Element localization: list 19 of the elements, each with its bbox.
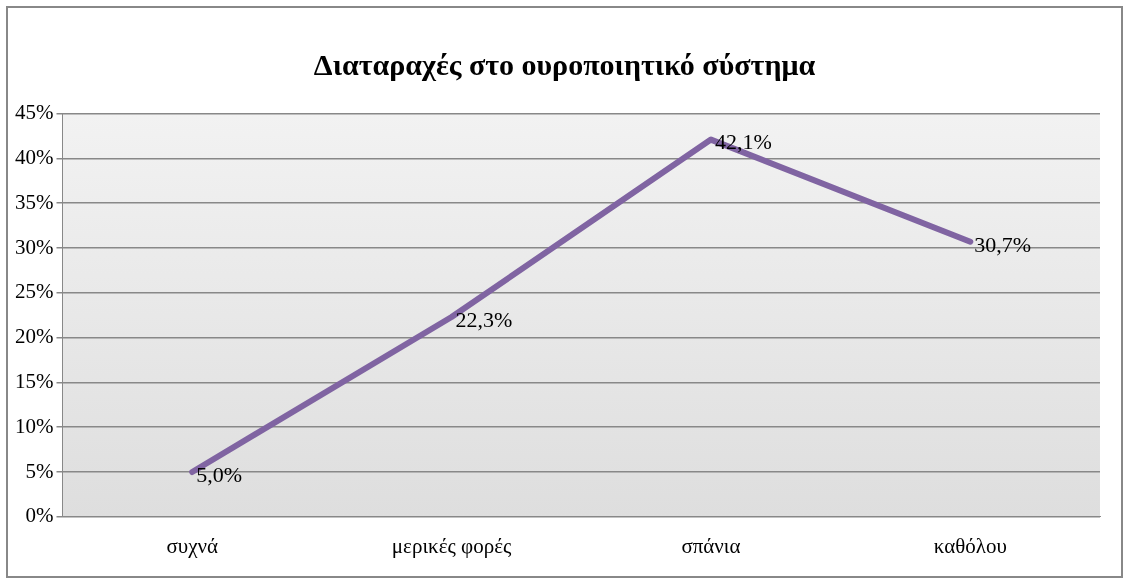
data-label: 22,3% <box>455 306 513 332</box>
y-tick-label: 35% <box>14 189 54 214</box>
y-tick-label: 45% <box>14 100 54 125</box>
chart-title: Διαταραχές στο ουροποιητικό σύστημα <box>312 48 817 82</box>
data-label: 42,1% <box>714 129 772 155</box>
y-tick-label: 20% <box>14 324 54 349</box>
data-label: 30,7% <box>974 231 1032 257</box>
y-tick-label: 30% <box>14 234 54 259</box>
y-tick-label: 5% <box>25 458 54 483</box>
y-tick-label: 15% <box>14 368 54 393</box>
x-tick-label: σπάνια <box>681 533 741 558</box>
x-tick-label: καθόλου <box>933 533 1007 558</box>
data-label: 5,0% <box>196 461 243 487</box>
y-tick-label: 40% <box>14 144 54 169</box>
y-tick-label: 25% <box>14 279 54 304</box>
x-tick-label: μερικές φορές <box>391 533 512 558</box>
y-tick-label: 0% <box>25 503 54 528</box>
x-tick-label: συχνά <box>166 533 218 558</box>
y-tick-label: 10% <box>14 413 54 438</box>
